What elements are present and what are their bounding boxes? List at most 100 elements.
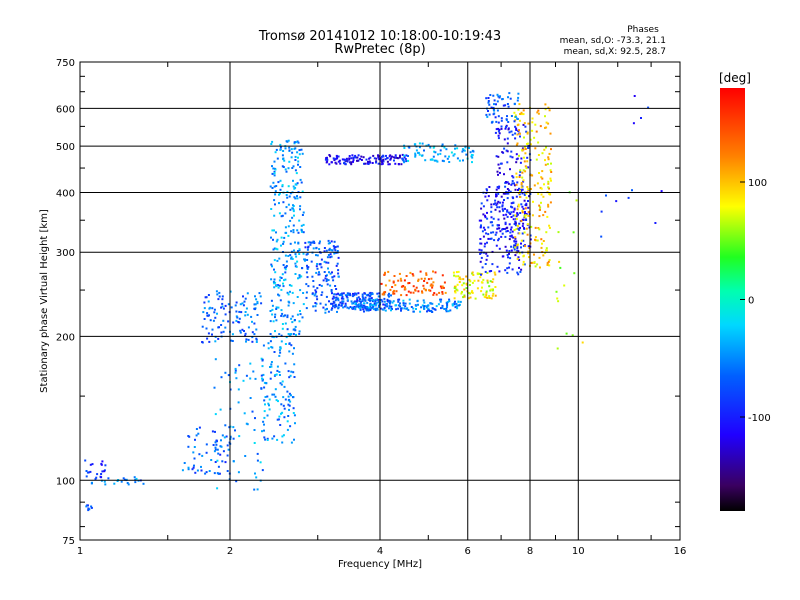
data-point xyxy=(487,226,490,229)
data-point xyxy=(468,292,470,295)
data-point xyxy=(416,299,419,302)
data-point xyxy=(520,268,523,271)
data-point xyxy=(280,383,283,386)
data-point xyxy=(368,308,370,311)
data-point xyxy=(221,305,224,308)
data-point xyxy=(307,245,310,248)
data-point xyxy=(321,291,324,294)
data-point xyxy=(270,346,273,348)
data-point xyxy=(367,160,369,163)
data-point xyxy=(496,265,499,268)
data-point xyxy=(100,473,103,475)
data-point xyxy=(285,336,288,339)
data-point xyxy=(547,205,550,208)
data-point xyxy=(290,441,293,444)
data-point xyxy=(272,320,275,323)
data-point xyxy=(425,289,427,292)
data-point xyxy=(334,246,337,249)
data-point xyxy=(545,231,548,234)
data-point xyxy=(284,322,287,325)
data-point xyxy=(232,460,235,463)
data-point xyxy=(290,257,293,260)
data-point xyxy=(280,403,283,406)
data-point xyxy=(538,215,541,218)
data-point xyxy=(287,255,290,257)
data-point xyxy=(326,158,329,161)
data-point xyxy=(287,234,290,237)
data-point xyxy=(405,275,408,277)
data-point xyxy=(286,316,289,319)
data-point xyxy=(513,248,516,251)
data-point xyxy=(279,192,281,195)
data-point xyxy=(221,302,224,305)
data-point xyxy=(269,377,272,380)
data-point xyxy=(507,121,510,123)
data-point xyxy=(515,158,518,161)
data-point xyxy=(291,258,294,260)
data-point xyxy=(277,284,279,287)
data-point xyxy=(424,159,427,162)
data-point xyxy=(315,247,318,250)
data-point xyxy=(277,306,280,309)
data-point xyxy=(266,439,269,441)
data-point xyxy=(512,201,515,204)
data-point xyxy=(458,304,460,307)
data-point xyxy=(333,240,336,243)
data-point xyxy=(541,177,544,180)
data-point xyxy=(298,153,301,156)
data-point xyxy=(279,347,282,350)
data-point xyxy=(212,319,215,322)
data-point xyxy=(409,291,412,294)
data-point xyxy=(234,367,237,370)
data-point xyxy=(269,310,272,312)
data-point xyxy=(205,451,208,454)
data-point xyxy=(273,268,275,271)
data-point xyxy=(338,159,341,162)
data-point xyxy=(486,281,489,284)
data-point xyxy=(255,341,258,343)
data-point xyxy=(549,132,552,135)
data-point xyxy=(353,307,356,310)
data-point xyxy=(542,240,545,242)
data-point xyxy=(511,230,514,233)
data-point xyxy=(370,293,373,296)
data-point xyxy=(494,286,497,288)
data-point xyxy=(439,298,441,301)
data-point xyxy=(464,146,467,149)
data-point xyxy=(350,306,353,309)
data-point xyxy=(500,119,503,122)
data-point xyxy=(505,181,507,183)
data-point xyxy=(316,267,319,270)
data-point xyxy=(211,307,214,310)
data-point xyxy=(516,133,519,136)
data-point xyxy=(344,294,347,297)
data-point xyxy=(306,252,309,255)
data-point xyxy=(522,260,525,263)
data-point xyxy=(384,303,387,306)
data-point xyxy=(512,236,515,239)
data-point xyxy=(485,252,488,255)
data-point xyxy=(640,117,642,119)
data-point xyxy=(521,209,524,212)
data-point xyxy=(438,291,441,294)
data-point xyxy=(522,169,525,172)
data-point xyxy=(235,480,238,483)
data-point xyxy=(291,151,294,154)
data-point xyxy=(541,152,544,155)
data-point xyxy=(281,184,284,187)
data-point xyxy=(520,157,523,160)
data-point xyxy=(288,284,291,287)
data-point xyxy=(433,159,436,162)
data-point xyxy=(430,283,433,286)
data-point xyxy=(298,276,301,279)
data-point xyxy=(485,192,488,194)
data-point xyxy=(270,236,272,239)
data-point xyxy=(96,473,99,476)
data-point xyxy=(486,189,488,192)
data-point xyxy=(522,180,525,183)
data-point xyxy=(331,249,334,252)
data-point xyxy=(550,179,552,182)
data-point xyxy=(534,265,537,268)
data-point xyxy=(120,480,123,483)
data-point xyxy=(474,297,477,300)
